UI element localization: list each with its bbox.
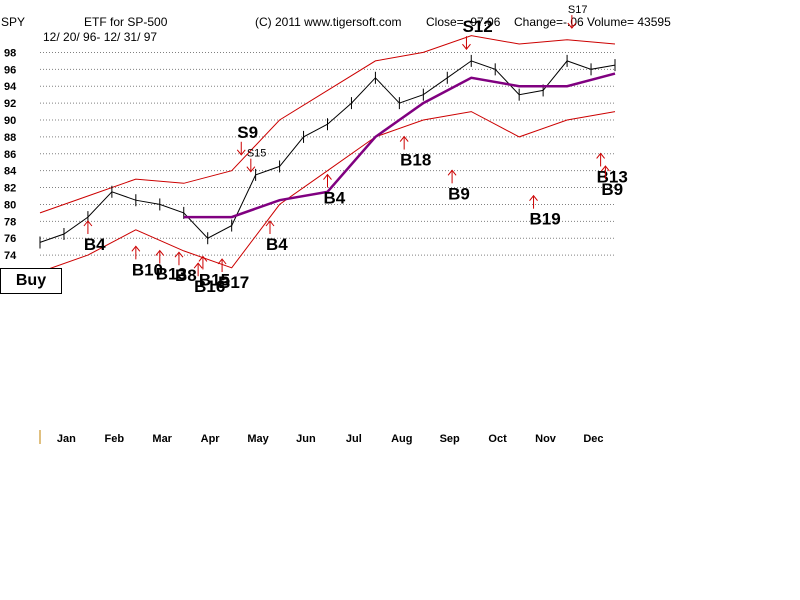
signal-arrow-head	[83, 220, 93, 227]
signal-arrow-head	[596, 152, 606, 159]
signal-arrow-head	[462, 43, 471, 51]
signal-arrow-head	[529, 194, 538, 201]
signal-b15: B15	[198, 255, 230, 289]
signal-arrow-head	[601, 165, 610, 172]
x-tick-label: May	[247, 433, 269, 445]
signal-label: B18	[400, 151, 431, 170]
signal-label: B13	[156, 265, 187, 284]
signal-b18: B18	[399, 135, 431, 170]
signal-arrow-head	[174, 251, 184, 258]
signal-b10: B10	[131, 245, 163, 279]
signal-label: S17	[568, 4, 588, 16]
signal-b4: B4	[83, 220, 106, 254]
signal-label: B19	[530, 210, 561, 229]
y-tick-label: 94	[4, 81, 17, 93]
copyright-label: (C) 2011 www.tigersoft.com	[255, 15, 402, 29]
x-tick-label: Feb	[104, 433, 124, 445]
x-tick-label: Apr	[201, 433, 221, 445]
signal-b8: B8	[174, 251, 197, 285]
y-tick-label: 74	[4, 250, 17, 262]
signal-b13: B13	[596, 152, 628, 186]
x-tick-label: Dec	[583, 433, 603, 445]
signal-label: S15	[247, 148, 267, 160]
y-tick-label: 90	[4, 115, 16, 127]
band-upper	[39, 35, 616, 214]
y-tick-label: 84	[4, 166, 17, 178]
signal-label: S12	[462, 17, 492, 36]
signal-label: B17	[218, 273, 249, 292]
signal-arrow-head	[198, 255, 208, 262]
price-series	[39, 54, 616, 249]
signal-label: B8	[175, 266, 197, 285]
buy-button[interactable]: Buy	[0, 268, 62, 294]
signal-arrow-head	[265, 220, 275, 227]
ticker-label: SPY	[1, 15, 26, 29]
signal-s12: S12	[462, 17, 493, 51]
signal-label: B16	[194, 277, 225, 296]
signal-s9: S9	[236, 123, 258, 156]
signal-label: B4	[266, 235, 288, 254]
signal-b13: B13	[155, 249, 187, 284]
x-tick-label: Oct	[488, 433, 507, 445]
signal-s15: S15	[246, 148, 267, 173]
x-tick-label: Jul	[346, 433, 362, 445]
volume-value: Volume= 43595	[587, 15, 671, 29]
y-tick-label: 88	[4, 132, 16, 144]
moving-average	[183, 72, 616, 219]
signal-b16: B16	[193, 262, 225, 296]
x-tick-label: Sep	[440, 433, 460, 445]
signal-label: B13	[597, 167, 628, 186]
signal-arrow-head	[131, 245, 141, 252]
signal-label: B4	[324, 189, 346, 208]
signal-label: B9	[601, 180, 623, 199]
x-tick-label: Mar	[152, 433, 172, 445]
y-tick-label: 86	[4, 149, 16, 161]
signal-b4: B4	[265, 220, 288, 254]
signal-b9: B9	[447, 169, 470, 203]
signal-label: B15	[199, 270, 230, 289]
signal-b19: B19	[529, 194, 561, 229]
signal-label: B10	[132, 260, 163, 279]
signal-arrow-head	[155, 249, 165, 256]
x-tick-label: Aug	[391, 433, 412, 445]
y-tick-label: 98	[4, 47, 16, 59]
close-value: Close= 97.06	[426, 15, 501, 29]
signal-arrow-head	[447, 169, 457, 176]
x-axis: Jan Feb Mar Apr May Jun Jul Aug Sep Oct Nov Dec	[57, 433, 604, 445]
y-tick-label: 96	[4, 64, 16, 76]
signal-label: B4	[84, 235, 106, 254]
signal-arrow-head	[567, 22, 577, 29]
signal-arrow-head	[399, 135, 409, 142]
y-tick-label: 92	[4, 98, 16, 110]
signal-s17: S17	[567, 4, 588, 29]
fund-label: ETF for SP-500	[84, 15, 168, 29]
x-tick-label: Nov	[535, 433, 557, 445]
x-tick-label: Jun	[296, 433, 316, 445]
signal-label: B9	[448, 184, 470, 203]
y-tick-label: 82	[4, 183, 16, 195]
bands	[39, 35, 616, 273]
signal-b4: B4	[323, 173, 346, 208]
signal-b9: B9	[601, 165, 623, 199]
signal-arrow-head	[217, 258, 227, 265]
change-value: Change=-.06	[514, 15, 584, 29]
y-tick-label: 78	[4, 216, 16, 228]
y-axis: 74 76 78 80 82 84 86 88 90 92 94 96 98	[4, 47, 17, 262]
signal-arrow-head	[246, 166, 256, 173]
signal-b17: B17	[217, 258, 249, 292]
ma-line	[183, 72, 616, 219]
signal-label: S9	[237, 123, 258, 142]
signal-arrow-head	[236, 149, 246, 156]
band-lower	[39, 111, 616, 273]
date-range: 12/ 20/ 96- 12/ 31/ 97	[43, 30, 158, 44]
y-tick-label: 76	[4, 233, 16, 245]
signal-arrow-head	[193, 262, 203, 269]
x-tick-label: Jan	[57, 433, 76, 445]
signal-arrow-head	[323, 173, 332, 180]
y-tick-label: 80	[4, 199, 16, 211]
